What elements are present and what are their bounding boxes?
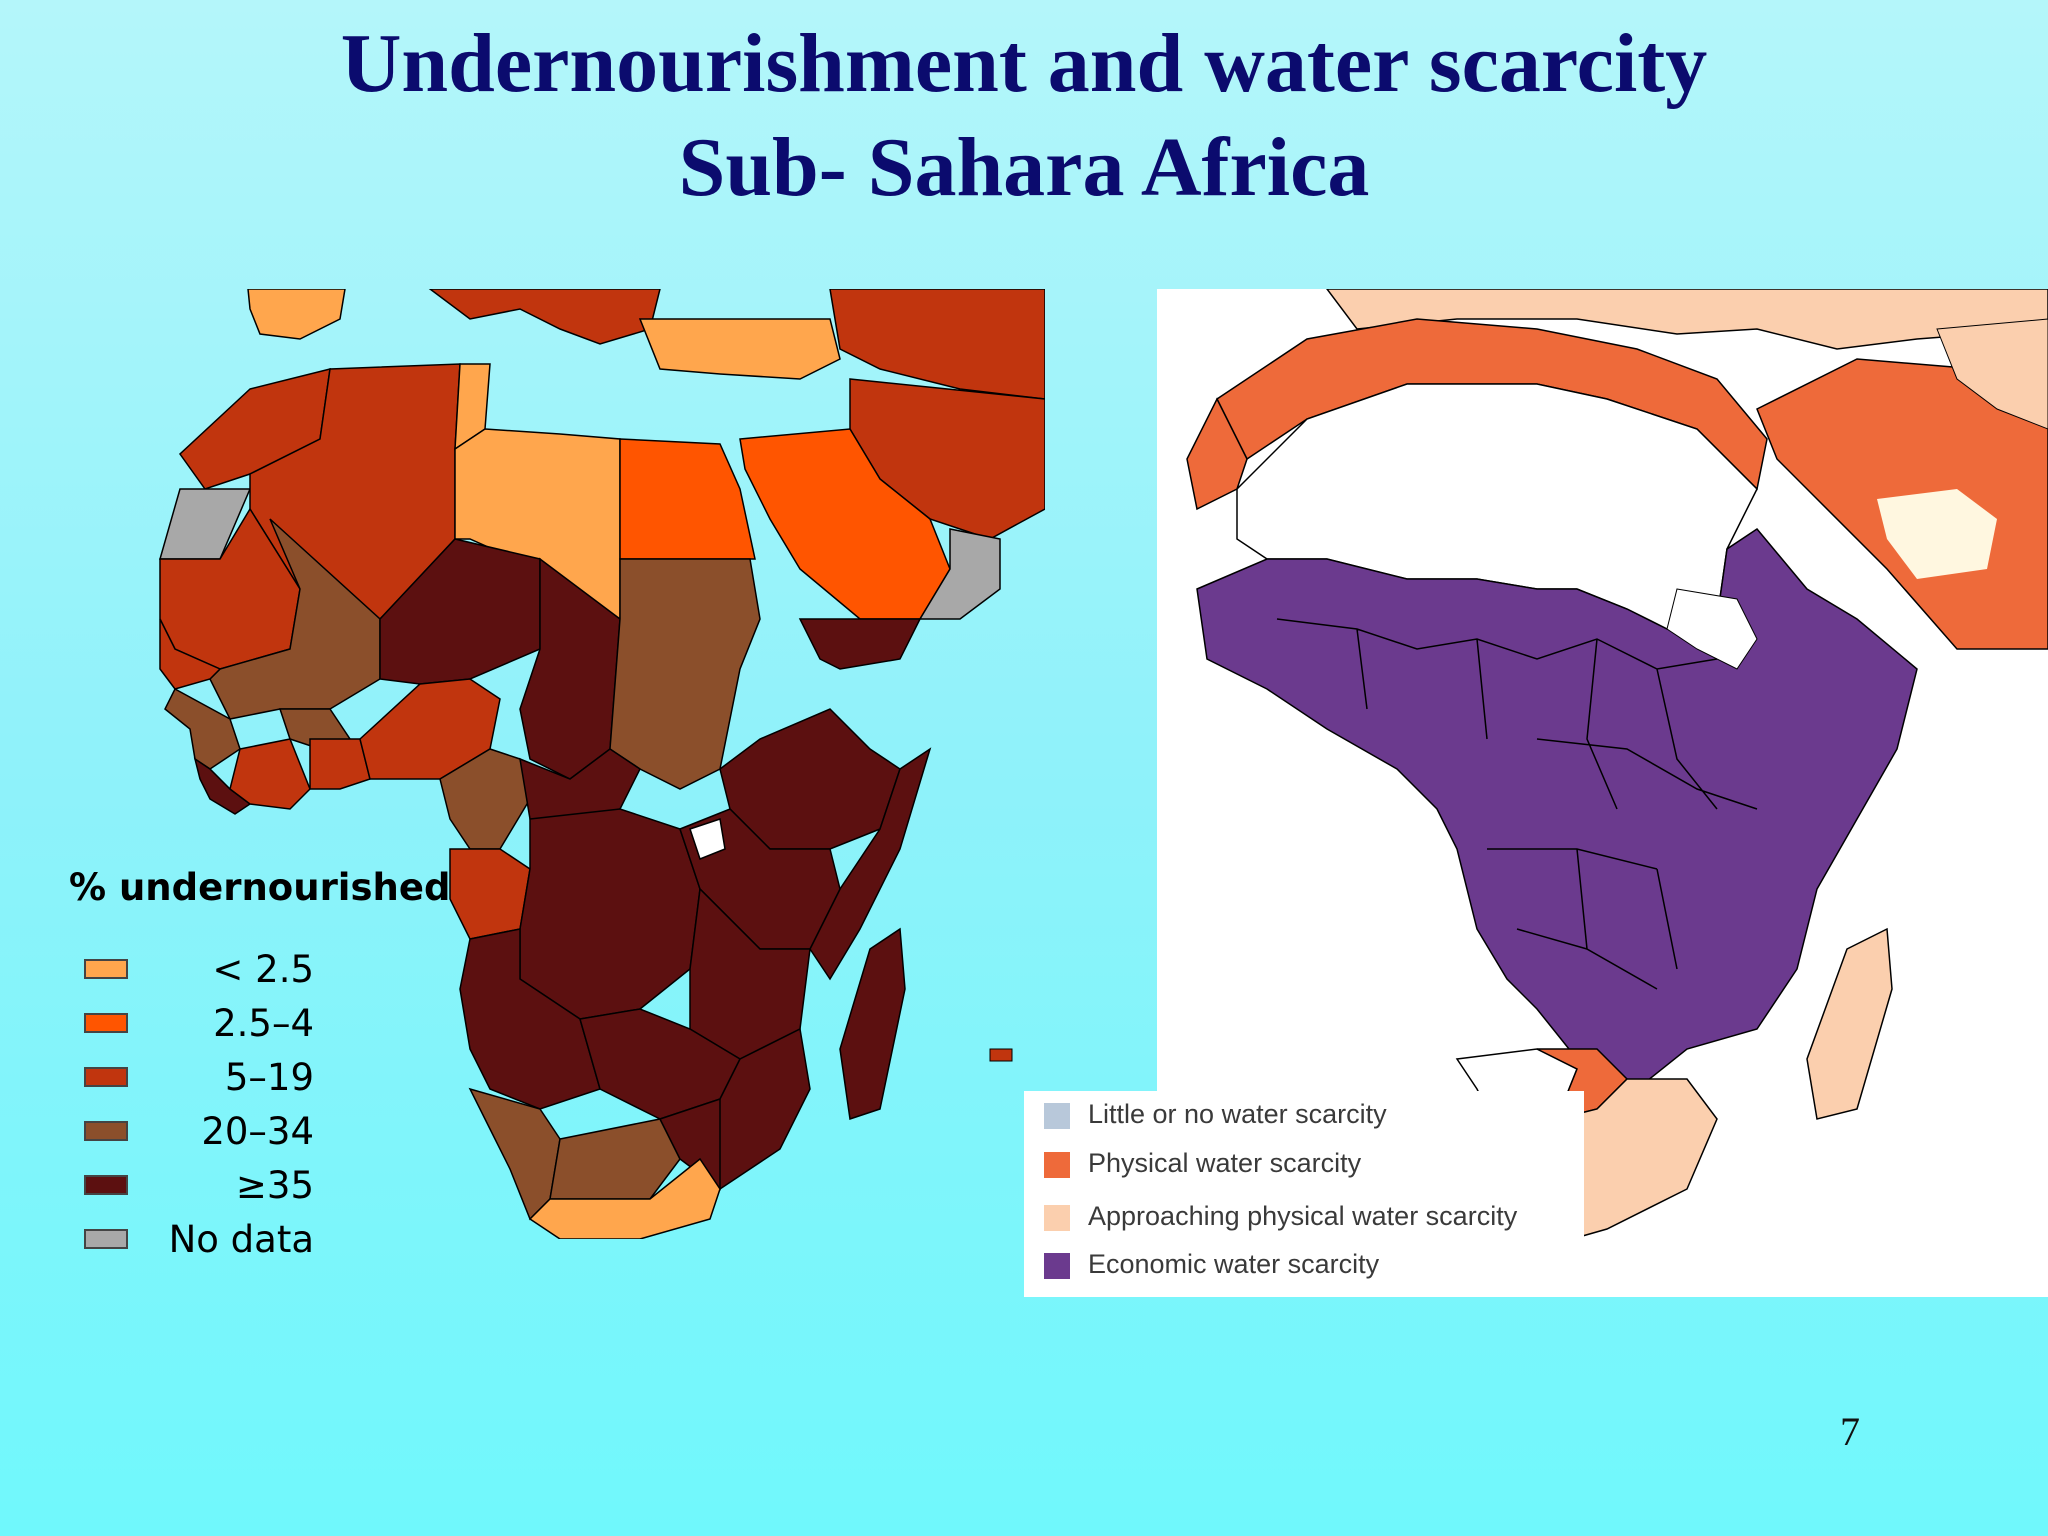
legend-item-little-scarcity: Little or no water scarcity <box>1044 1097 1584 1137</box>
page-number: 7 <box>1840 1409 1860 1454</box>
legend-item-ge-35: ≥35 <box>84 1164 324 1207</box>
region-nigeria <box>359 678 501 780</box>
legend-item-no-data: No data <box>84 1218 324 1261</box>
legend-label: Approaching physical water scarcity <box>1088 1201 1518 1231</box>
undernourishment-map <box>159 289 1045 1239</box>
region-europe-west <box>247 289 346 340</box>
region-ghana-togo <box>309 738 371 790</box>
legend-swatch <box>84 1067 128 1087</box>
legend-label: Little or no water scarcity <box>1088 1099 1387 1129</box>
legend-swatch <box>1044 1205 1070 1231</box>
region-cameroon <box>439 748 531 850</box>
region-madagascar <box>839 927 906 1120</box>
region-ws-gulf-light <box>1936 318 2048 430</box>
region-ws-borders <box>1276 618 1758 990</box>
legend-item-physical-scarcity: Physical water scarcity <box>1044 1146 1584 1186</box>
region-ws-madagascar <box>1806 927 1893 1120</box>
legend-swatch <box>84 959 128 979</box>
region-sudan <box>609 558 761 790</box>
legend-swatch <box>84 1013 128 1033</box>
legend-label: 2.5–4 <box>213 1002 314 1045</box>
region-yemen <box>798 618 922 670</box>
legend-label: No data <box>168 1218 314 1261</box>
region-niger <box>379 538 541 685</box>
legend-item-20-34: 20–34 <box>84 1110 324 1153</box>
legend-item-5-19: 5–19 <box>84 1056 324 1099</box>
slide-title-line1: Undernourishment and water scarcity <box>340 17 1708 110</box>
region-ws-subsahara <box>1196 528 1918 1090</box>
legend-swatch <box>84 1121 128 1141</box>
legend-label: ≥35 <box>235 1164 314 1207</box>
region-egypt <box>619 438 756 560</box>
region-ivory-coast <box>229 738 311 810</box>
legend-item-economic-scarcity: Economic water scarcity <box>1044 1247 1584 1287</box>
region-south-africa <box>528 1157 721 1239</box>
region-namibia <box>468 1087 561 1221</box>
legend-swatch <box>84 1229 128 1249</box>
region-drc <box>519 808 701 1020</box>
undernourished-legend-title: % undernourished <box>69 866 451 909</box>
region-ws-morocco <box>1186 397 1248 511</box>
region-angola <box>459 928 601 1110</box>
region-turkey <box>638 318 841 380</box>
legend-item-2-5-4: 2.5–4 <box>84 1002 324 1045</box>
legend-label: Economic water scarcity <box>1088 1249 1380 1279</box>
region-ws-arabia-inner <box>1877 489 1997 579</box>
region-lake-victoria <box>689 818 726 860</box>
legend-label: 20–34 <box>201 1110 314 1153</box>
legend-label: < 2.5 <box>212 948 314 991</box>
legend-swatch <box>84 1175 128 1195</box>
legend-swatch <box>1044 1103 1070 1129</box>
region-ws-horn-white <box>1666 588 1758 670</box>
legend-label: Physical water scarcity <box>1088 1148 1362 1178</box>
legend-swatch <box>1044 1253 1070 1279</box>
water-scarcity-map <box>1186 289 2048 1250</box>
slide-title-line2: Sub- Sahara Africa <box>678 121 1370 214</box>
region-east-europe <box>829 289 1045 400</box>
region-gabon-congo <box>449 848 531 940</box>
region-oman <box>918 528 1001 620</box>
region-europe-south <box>428 289 661 345</box>
legend-label: 5–19 <box>224 1056 314 1099</box>
region-sierra-leone <box>193 757 252 815</box>
region-botswana <box>549 1118 681 1200</box>
water-scarcity-legend: Little or no water scarcity Physical wat… <box>1024 1091 1584 1297</box>
region-senegal <box>159 618 222 690</box>
legend-swatch <box>1044 1152 1070 1178</box>
region-mauritius <box>989 1048 1013 1062</box>
legend-item-lt-2-5: < 2.5 <box>84 948 324 991</box>
legend-item-approaching-scarcity: Approaching physical water scarcity <box>1044 1199 1584 1239</box>
